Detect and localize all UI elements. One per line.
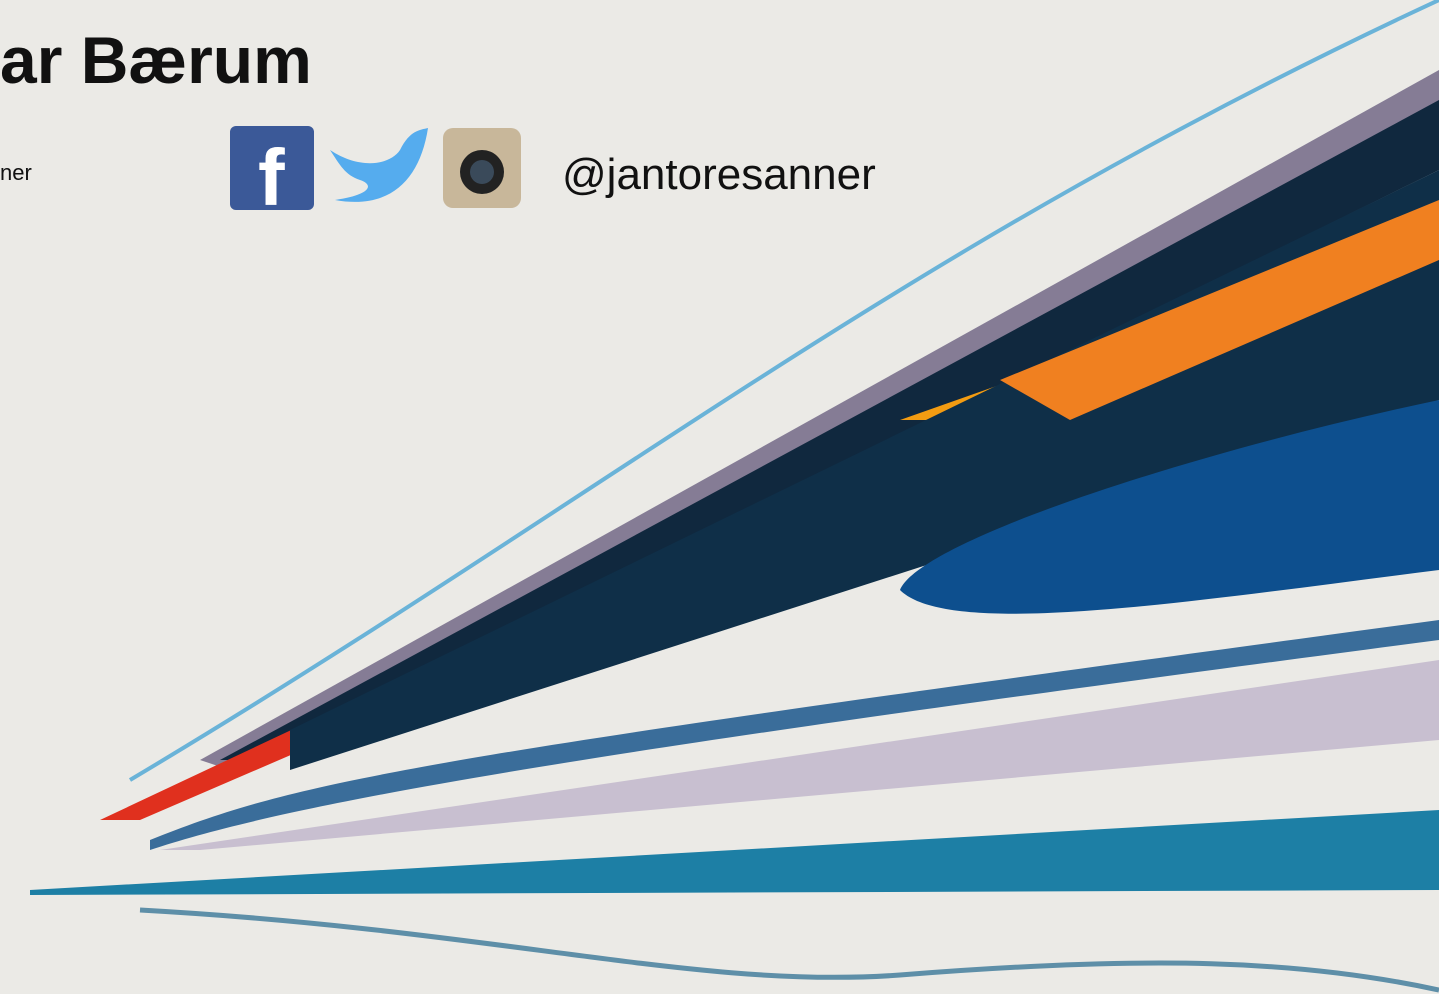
stripe xyxy=(200,70,1439,770)
stripe xyxy=(30,810,1439,895)
subtitle: ner xyxy=(0,160,32,185)
stripe xyxy=(1000,200,1439,420)
title: ar Bærum xyxy=(0,23,312,97)
facebook-icon[interactable] xyxy=(230,126,314,210)
stripe xyxy=(220,100,1439,760)
blue-curve xyxy=(128,0,1439,782)
curve xyxy=(139,907,1439,993)
facebook-f: f xyxy=(258,133,285,222)
twitter-icon[interactable] xyxy=(330,128,428,202)
blue-blade xyxy=(900,400,1439,614)
social-handle: @jantoresanner xyxy=(562,150,876,199)
stripe xyxy=(160,660,1439,850)
stripe xyxy=(150,620,1439,850)
